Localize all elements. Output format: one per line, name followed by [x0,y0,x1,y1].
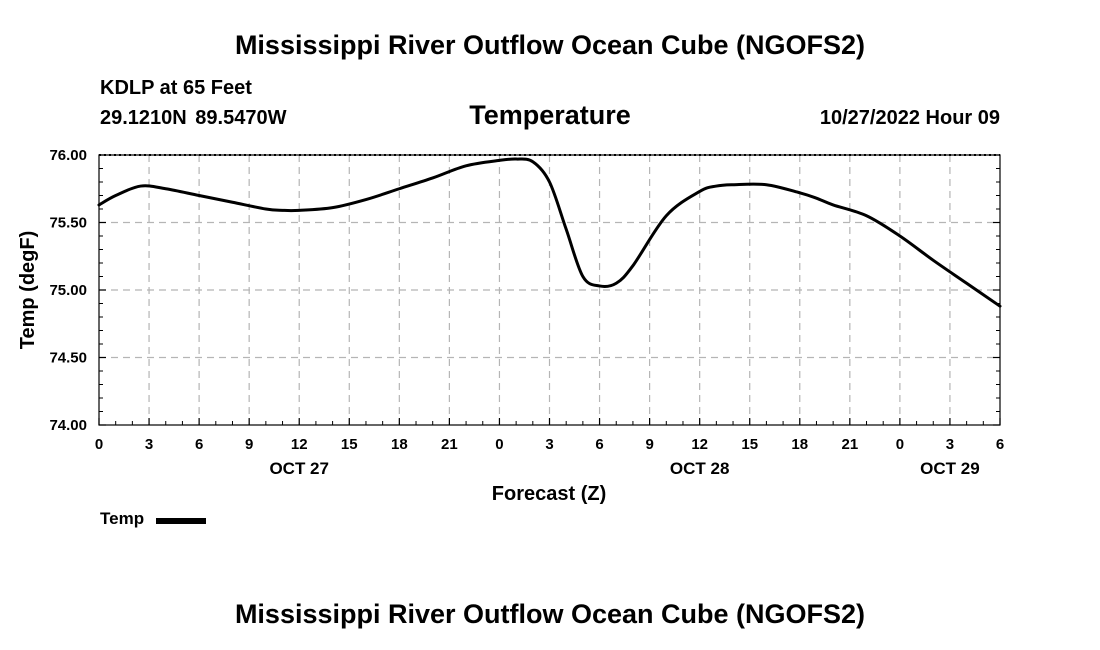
x-tick-label: 3 [145,436,153,453]
x-tick-label: 9 [245,436,253,453]
x-tick-label: 18 [791,436,808,453]
y-axis-title: Temp (degF) [17,231,39,350]
legend-swatch [156,517,207,524]
y-tick-label: 75.00 [49,282,87,299]
y-tick-label: 74.50 [49,350,87,367]
chart-main-title: Mississippi River Outflow Ocean Cube (NG… [234,30,866,60]
x-tick-label: 21 [441,436,458,453]
axis-tick-labels: 0 3 6 9 12 15 18 21 0 3 6 9 12 15 18 21 0 3 6 OCT 27 OCT 28 O… [49,147,1004,478]
x-axis-title: Forecast (Z) [492,483,606,505]
x-tick-label: 0 [896,436,904,453]
footer-title: Mississippi River Outflow Ocean Cube (NG… [234,599,866,629]
x-tick-label: 6 [195,436,203,453]
date-label: OCT 29 [920,459,980,478]
x-tick-label: 12 [691,436,708,453]
x-tick-label: 6 [996,436,1004,453]
y-tick-label: 75.50 [49,215,87,232]
station-label: KDLP at 65 Feet [100,77,252,99]
legend: Temp [100,509,207,529]
x-tick-label: 9 [645,436,653,453]
x-tick-label: 3 [545,436,553,453]
x-tick-label: 15 [741,436,758,453]
date-label: OCT 28 [670,459,730,478]
axis-ticks [98,154,1001,426]
x-tick-label: 15 [341,436,358,453]
y-tick-label: 74.00 [49,417,87,434]
date-label: OCT 27 [269,459,329,478]
x-tick-label: 6 [595,436,603,453]
legend-label: Temp [100,509,145,528]
x-tick-label: 0 [95,436,103,453]
y-tick-label: 76.00 [49,147,87,164]
x-tick-label: 3 [946,436,954,453]
issued-time-label: 10/27/2022 Hour 09 [819,107,1000,129]
temp-series-line [97,157,1002,308]
x-tick-label: 12 [291,436,308,453]
coordinates-label: 29.1210N 89.5470W [100,107,287,129]
x-tick-label: 0 [495,436,503,453]
chart-subtitle: Temperature [469,100,631,130]
x-tick-label: 21 [841,436,858,453]
grid-lines [99,155,1000,425]
x-tick-label: 18 [391,436,408,453]
